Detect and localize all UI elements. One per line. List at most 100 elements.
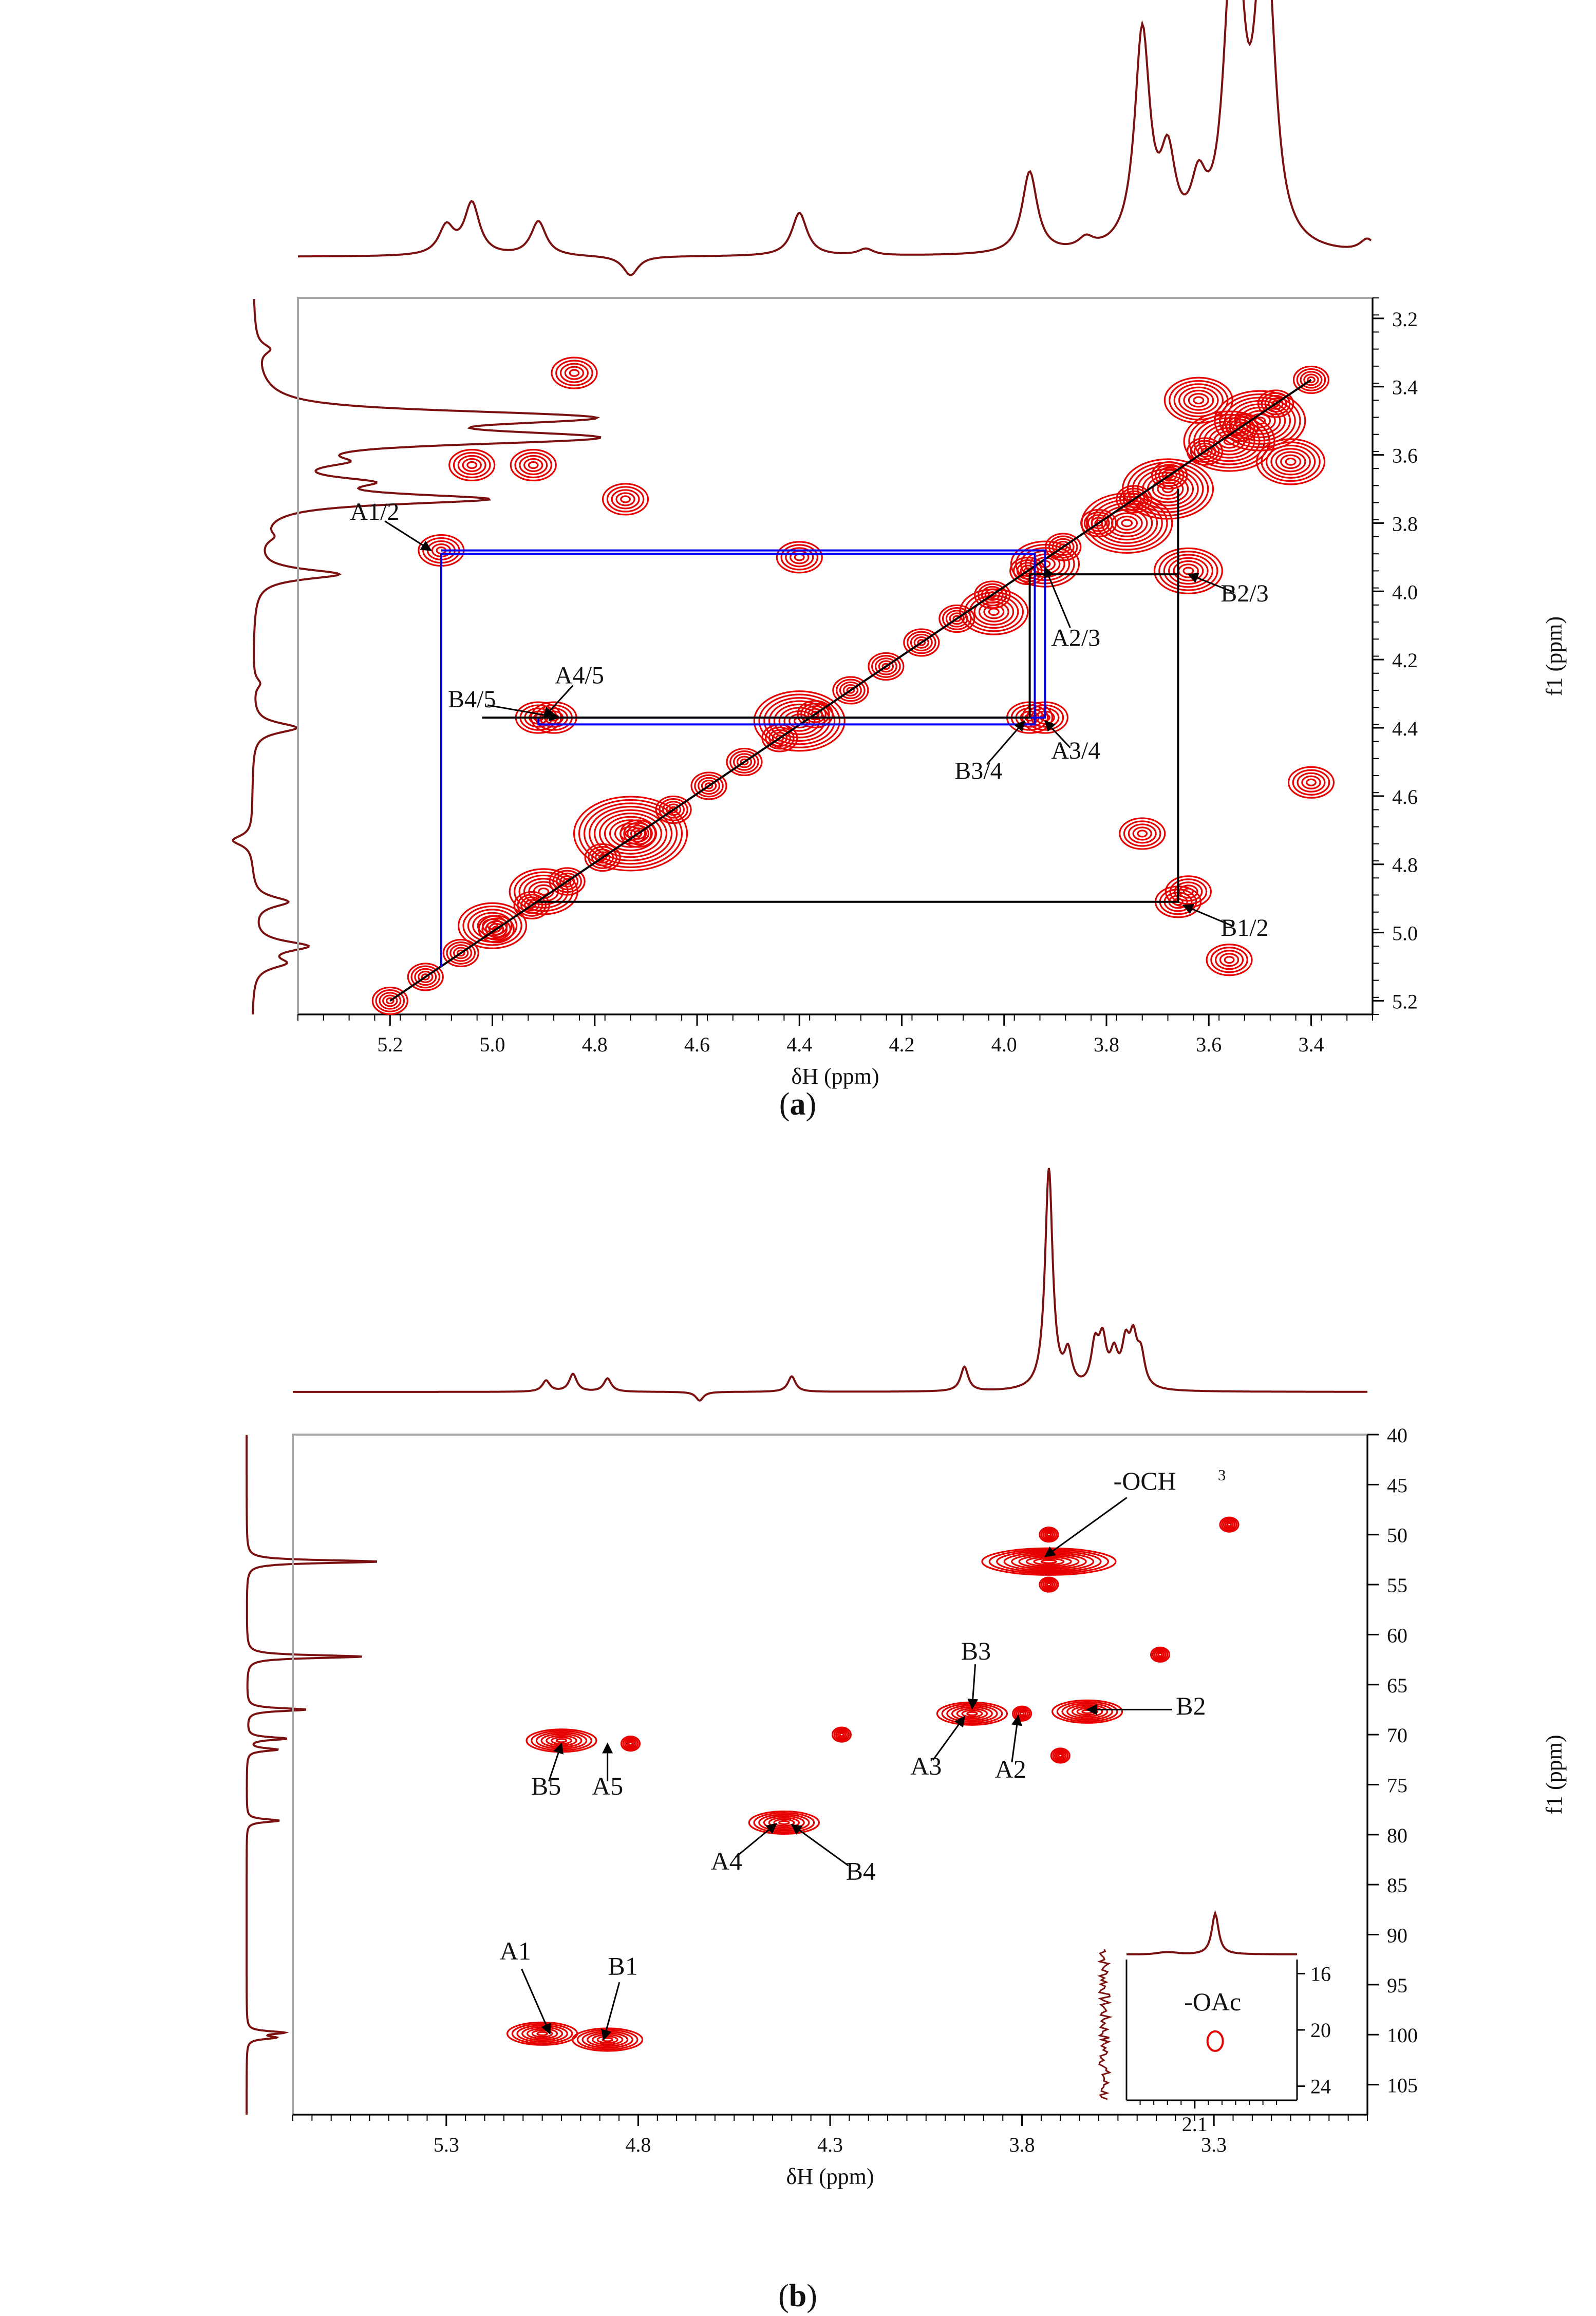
cross-peak-0-ring [1033, 1557, 1065, 1566]
cross-peak-23-ring [1101, 505, 1153, 541]
cross-peak-26-ring [1169, 380, 1229, 421]
cross-peak-10-ring [626, 1740, 635, 1747]
y-tick-label: 45 [1387, 1474, 1407, 1497]
cross-peak-1-ring [1040, 1528, 1057, 1541]
contour-map [371, 356, 1335, 1015]
diagonal-peak-ring [871, 655, 901, 678]
cross-peak-17-ring [578, 799, 683, 869]
oac-label: -OAc [1184, 1987, 1241, 2016]
cross-peak-24-ring [462, 905, 522, 946]
cross-peak-3-ring [1221, 1518, 1238, 1532]
cross-peak-24-ring [472, 912, 513, 939]
y-tick-label: 4.8 [1392, 854, 1418, 877]
y-tick-label: 4.0 [1392, 580, 1418, 604]
cross-peak-15-ring [1137, 830, 1148, 838]
caption-letter: b [789, 2279, 806, 2313]
cross-peak-8-ring [1054, 1750, 1067, 1761]
cross-peak-25-ring [513, 871, 574, 912]
diagonal-peak-ring [1296, 368, 1326, 391]
inset-proton-trace [1126, 1910, 1297, 1955]
annotation-arrow [1011, 1715, 1022, 1763]
cross-peak-4-ring [1155, 1651, 1165, 1659]
diagonal-peak-ring [1300, 371, 1323, 389]
annotation-label: B4 [846, 1856, 876, 1885]
annotation-label: -OCH [1114, 1466, 1176, 1495]
cross-peak-8-ring [1182, 567, 1194, 575]
annotation-label: B1/2 [1221, 914, 1268, 942]
panel-caption: (a) [779, 1087, 816, 1122]
cross-peak-1-ring [1039, 1527, 1059, 1543]
cross-peak-24-ring [486, 921, 498, 930]
y-ticks: 40 45 50 55 60 65 70 75 80 85 90 95 100 105 [1367, 1424, 1418, 2097]
y-tick-label: 5.2 [1392, 990, 1418, 1013]
x-tick-label: 4.8 [582, 1033, 608, 1056]
cross-peak-15-ring [1128, 823, 1157, 844]
cross-peak-18-ring [778, 707, 820, 736]
cross-peak-20-ring [1203, 424, 1255, 459]
annotation-label: B3/4 [954, 758, 1002, 785]
y-tick-label: 3.4 [1392, 376, 1418, 399]
cross-peak-19-ring [973, 598, 1015, 626]
cross-peak-24-ring [477, 915, 508, 936]
diagonal-peak-ring [414, 968, 437, 986]
panel-a: 5.2 5.0 4.8 4.6 4.4 4.2 4.0 3.8 3.6 3.43.23.43.63… [232, 0, 1567, 1122]
caption-letter: a [790, 1087, 806, 1122]
cross-peak-21-ring [1249, 413, 1271, 428]
cross-peak-22-ring [1137, 468, 1199, 510]
x-tick-label: 4.6 [684, 1033, 710, 1056]
x-tick-label: 3.8 [1094, 1033, 1119, 1056]
cross-peak-9-ring [776, 541, 823, 574]
annotation-label: A3 [910, 1752, 942, 1780]
cross-peak-17-ring [614, 822, 647, 845]
cross-peak-27-ring [1275, 451, 1306, 473]
diagonal-peak-ring [846, 687, 855, 694]
cross-peak-10-ring [528, 461, 539, 469]
cross-peak-25-ring [518, 874, 569, 909]
cross-peak-16-ring [1292, 769, 1330, 796]
diagonal-peak-ring [952, 615, 962, 623]
annotation-label: A5 [592, 1772, 623, 1800]
x-axis-label: δH (ppm) [791, 1064, 879, 1089]
cross-peak-16-ring [1306, 778, 1317, 786]
cross-peak-10-ring [514, 451, 553, 479]
f2-projection-spectrum [298, 0, 1372, 276]
cross-peak-11-ring [837, 1730, 847, 1739]
diagonal-peak-ring [842, 684, 859, 696]
diagonal-peak-ring [881, 663, 891, 670]
cross-peak-18-ring [753, 690, 846, 752]
diagonal-peak-ring [446, 942, 476, 965]
annotation-label: A4/5 [555, 662, 604, 689]
diagonal-peak-ring [698, 777, 721, 795]
y-tick-label: 90 [1387, 1924, 1407, 1947]
diagonal-peak-ring [382, 994, 398, 1007]
cross-peak-1-ring [1042, 1529, 1056, 1540]
cross-peak-2-ring [1039, 1576, 1059, 1593]
diagonal-peak-ring [371, 986, 408, 1015]
diagonal-peak-ring [726, 747, 763, 777]
y-tick-label: 95 [1387, 1974, 1407, 1997]
y-axis-label: f1 (ppm) [1542, 616, 1567, 696]
cross-peak-14-ring [1215, 950, 1244, 970]
cross-peak-11-ring [453, 451, 491, 479]
cross-peak-3-ring [1226, 1522, 1232, 1527]
x-ticks: 5.3 4.8 4.3 3.8 3.3 [292, 2115, 1368, 2156]
cross-peak-6-ring [1056, 1701, 1118, 1722]
inset-x-tick-label: 2.1 [1182, 2113, 1208, 2136]
cross-peak-6-ring [1169, 878, 1208, 905]
diagonal-peak-ring [513, 891, 550, 920]
diagonal-peak-ring [662, 801, 685, 819]
cross-peak-6-ring [1174, 881, 1203, 902]
cross-peak-9-ring [785, 547, 814, 568]
cross-peak-7-ring [1019, 1711, 1025, 1716]
y-tick-label: 105 [1387, 2074, 1418, 2097]
cross-peak-11-ring [462, 458, 482, 473]
y-tick-label: 4.4 [1392, 717, 1418, 740]
x-tick-label: 5.0 [480, 1033, 505, 1056]
cross-peak-8-ring [1052, 1749, 1069, 1762]
y-tick-label: 55 [1387, 1574, 1407, 1597]
cross-peak-15-ring [1123, 820, 1161, 847]
cross-peak-12-ring [606, 486, 645, 513]
annotation-arrow [521, 1968, 551, 2035]
annotation-arrow [487, 704, 560, 722]
cross-peak-10-ring [628, 1741, 633, 1746]
